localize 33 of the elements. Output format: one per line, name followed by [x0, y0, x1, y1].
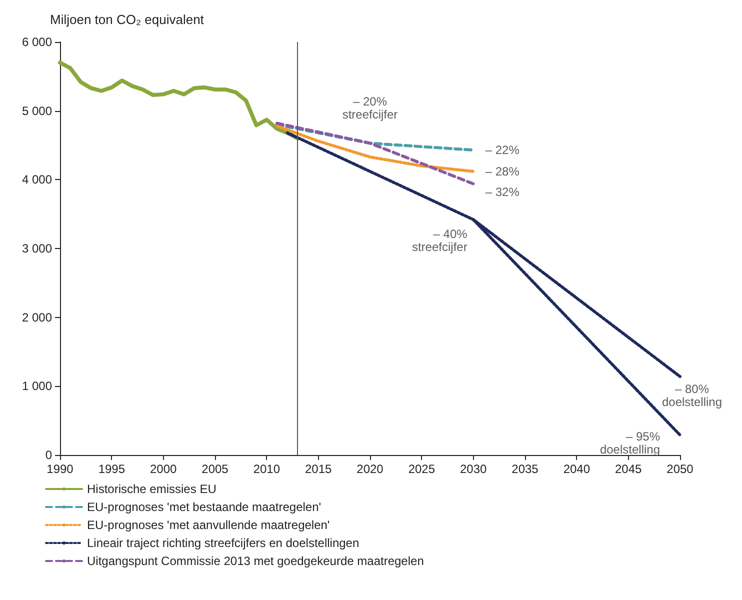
y-tick-label: 3 000 [22, 242, 52, 256]
annotation: – 28% [485, 164, 520, 178]
x-tick-label: 2040 [563, 462, 590, 476]
legend-label: Historische emissies EU [87, 482, 216, 496]
annotation: – 80% doelstelling [662, 382, 722, 410]
y-tick-label: 5 000 [22, 104, 52, 118]
x-tick-label: 2030 [460, 462, 488, 476]
x-tick-label: 2020 [356, 462, 384, 476]
annotation: – 20% streefcijfer [342, 94, 398, 122]
x-tick-label: 1995 [98, 462, 126, 476]
y-tick-label: 2 000 [22, 310, 52, 324]
legend-label: EU-prognoses 'met aanvullende maatregelen' [87, 518, 330, 532]
y-tick-label: 1 000 [22, 379, 52, 394]
x-tick-label: 2025 [408, 462, 436, 476]
annotation: – 32% [485, 184, 520, 199]
y-tick-label: 6 000 [22, 35, 52, 49]
x-tick-label: 2005 [202, 462, 229, 476]
legend-label: Uitgangspunt Commissie 2013 met goedgekeurde maatregelen [87, 554, 424, 568]
x-tick-label: 2045 [614, 462, 642, 476]
y-axis-title: Miljoen ton CO₂ equivalent [50, 12, 204, 27]
legend-label: Lineair traject richting streefcijfers en doelstellingen [87, 536, 360, 550]
annotation: – 95% doelstelling [600, 430, 660, 457]
x-tick-label: 1990 [46, 462, 74, 476]
annotation: – 40% streefcijfer [412, 227, 468, 254]
legend-label: EU-prognoses 'met bestaande maatregelen' [87, 500, 322, 514]
y-tick-label: 4 000 [22, 172, 52, 187]
x-tick-label: 2000 [150, 462, 178, 476]
annotation: – 22% [485, 143, 520, 158]
x-tick-label: 2010 [253, 462, 280, 476]
y-tick-label: 0 [45, 448, 52, 462]
x-tick-label: 2035 [512, 462, 539, 476]
x-tick-label: 2015 [304, 462, 332, 476]
x-tick-label: 2050 [666, 462, 694, 476]
